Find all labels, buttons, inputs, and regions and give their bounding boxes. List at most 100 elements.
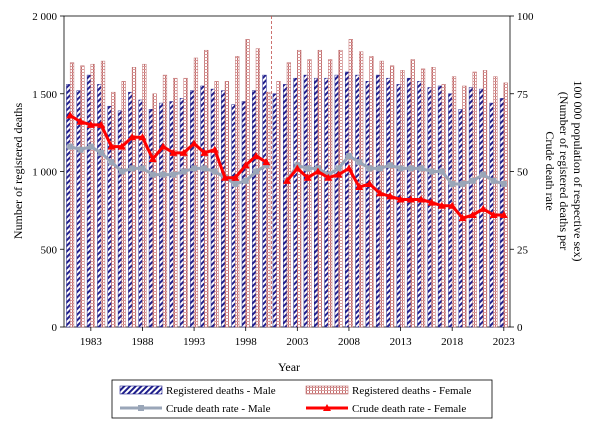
bar-male-2014 (406, 77, 412, 328)
point-male-rate-1998 (242, 177, 249, 184)
bar-female-1990 (162, 74, 168, 328)
x-tick-label: 1993 (183, 336, 206, 348)
point-male-rate-2009 (356, 159, 363, 166)
legend-swatch-female-line (306, 404, 348, 411)
bar-female-1991 (173, 77, 178, 328)
legend-label-female-bar: Registered deaths - Female (352, 385, 472, 397)
point-female-rate-2020 (468, 211, 477, 219)
point-female-rate-1981 (66, 111, 75, 119)
point-female-rate-2000 (262, 158, 271, 166)
bar-male-1987 (128, 91, 133, 328)
bar-male-1992 (179, 98, 185, 328)
bar-female-1984 (100, 60, 106, 328)
legend-label-male-line: Crude death rate - Male (166, 403, 271, 415)
point-female-rate-1993 (190, 139, 199, 147)
point-male-rate-1992 (180, 168, 187, 175)
y2-tick-label: 0 (517, 322, 523, 334)
point-female-rate-1996 (221, 173, 230, 181)
legend-label-male-bar: Registered deaths - Male (166, 385, 276, 397)
bar-male-2013 (396, 84, 401, 328)
point-female-rate-1995 (210, 145, 219, 153)
point-male-rate-2014 (407, 165, 414, 172)
bar-male-2009 (355, 74, 360, 328)
bar-male-1984 (97, 84, 102, 328)
bar-female-2016 (431, 67, 436, 328)
x-tick-label: 2008 (338, 336, 361, 348)
y2-tick-label: 100 (517, 11, 534, 23)
point-male-rate-1983 (87, 143, 94, 150)
bar-male-2011 (375, 74, 381, 328)
point-female-rate-2004 (303, 173, 312, 181)
bar-female-1986 (121, 81, 126, 328)
bar-female-2022 (493, 76, 498, 328)
bar-female-2001 (276, 81, 281, 328)
point-male-rate-1988 (139, 165, 146, 172)
bar-male-1995 (210, 88, 215, 328)
point-female-rate-2018 (448, 201, 457, 209)
point-female-rate-1985 (107, 142, 116, 150)
y2-axis-title-line2: (Number of registered deaths per (557, 92, 571, 251)
point-female-rate-2013 (396, 195, 405, 203)
point-male-rate-2016 (428, 168, 435, 175)
bar-male-1998 (241, 101, 246, 328)
y-tick-label: 2 000 (32, 11, 57, 23)
point-female-rate-1989 (148, 155, 157, 163)
bar-male-2012 (386, 77, 391, 328)
bar-male-1981 (66, 84, 71, 328)
point-male-rate-2007 (335, 165, 342, 172)
point-female-rate-1982 (76, 117, 85, 125)
bar-female-1983 (90, 63, 95, 328)
point-male-rate-1990 (160, 171, 167, 178)
bar-female-2018 (451, 76, 457, 328)
point-male-rate-2011 (376, 165, 383, 172)
bar-female-1997 (235, 56, 240, 328)
bar-male-2006 (324, 77, 329, 328)
point-male-rate-1982 (77, 146, 84, 153)
point-female-rate-1991 (169, 148, 178, 156)
point-male-rate-2000 (263, 162, 270, 169)
bar-male-1986 (117, 110, 123, 328)
point-female-rate-2017 (437, 201, 446, 209)
point-female-rate-2002 (283, 176, 291, 184)
line-male-rate-segment-1 (285, 154, 505, 186)
point-female-rate-2010 (365, 179, 374, 187)
bar-female-2021 (482, 70, 488, 328)
y2-axis-title-line1: Crude death rate (543, 131, 557, 210)
bar-female-2008 (348, 39, 353, 328)
bar-male-1997 (231, 104, 236, 328)
bar-male-2010 (365, 81, 370, 328)
point-male-rate-1997 (232, 180, 239, 187)
y2-axis-title-line3: 100 000 population of respective sex) (571, 81, 585, 262)
point-female-rate-1999 (252, 151, 261, 159)
point-male-rate-2021 (480, 171, 487, 178)
bar-female-1992 (183, 77, 188, 328)
point-female-rate-1990 (159, 142, 168, 150)
lines-group (66, 111, 508, 222)
bar-female-2002 (286, 62, 291, 328)
legend-label-female-line: Crude death rate - Female (352, 403, 466, 415)
point-male-rate-2004 (304, 165, 311, 172)
point-male-rate-2010 (366, 165, 373, 172)
y-axis-title: Number of registered deaths (11, 103, 25, 240)
bar-male-1990 (159, 102, 164, 328)
bar-female-2023 (503, 82, 508, 328)
point-male-rate-2008 (345, 152, 352, 159)
bar-female-2020 (472, 71, 477, 328)
x-tick-label: 1988 (131, 336, 154, 348)
point-male-rate-1985 (108, 159, 115, 166)
point-female-rate-2005 (313, 167, 322, 175)
point-female-rate-2006 (324, 173, 333, 181)
bar-female-1993 (193, 57, 199, 328)
x-axis-title: Year (278, 360, 300, 374)
legend-swatch-male-bar (119, 385, 163, 395)
bar-female-1996 (224, 81, 230, 328)
y2-tick-label: 50 (517, 167, 529, 179)
bar-female-2007 (338, 49, 343, 328)
point-female-rate-2007 (334, 170, 343, 178)
point-male-rate-2019 (459, 180, 466, 187)
y2-tick-label: 25 (517, 244, 529, 256)
bar-female-2006 (328, 59, 333, 328)
legend-swatch-male-line (120, 405, 162, 411)
point-male-rate-2017 (438, 168, 445, 175)
bar-female-1999 (255, 48, 260, 328)
